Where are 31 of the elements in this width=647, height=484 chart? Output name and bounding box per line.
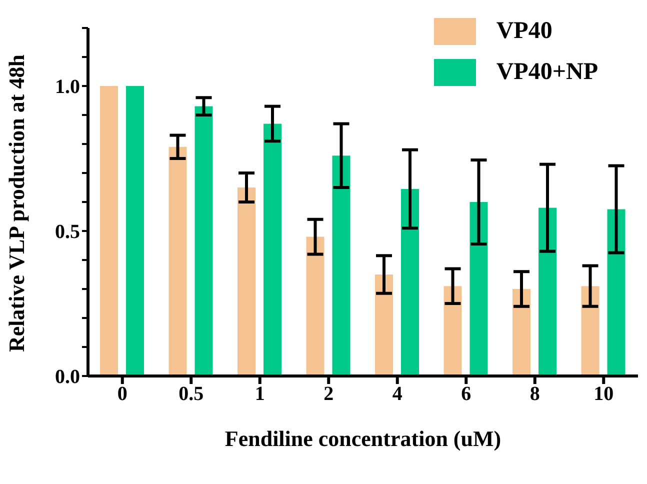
bar [194, 106, 213, 376]
y-tick-label: 0.0 [55, 366, 80, 388]
bar [306, 236, 324, 376]
x-tick-label: 10 [594, 383, 614, 406]
bar [581, 286, 600, 376]
x-tick-label: 0 [117, 383, 128, 406]
x-tick-label: 1 [254, 383, 265, 406]
bar [444, 286, 462, 376]
x-tick-label: 2 [324, 383, 334, 406]
x-tick-label: 6 [461, 383, 472, 406]
bar [126, 86, 144, 376]
bar [538, 208, 556, 376]
bar [401, 188, 419, 376]
bar [332, 156, 350, 376]
x-tick-label: 4 [392, 383, 402, 406]
y-axis-title: Relative VLP production at 48h [4, 54, 29, 352]
legend-label: VP40+NP [496, 59, 598, 86]
bar [264, 124, 282, 376]
bar [470, 202, 488, 376]
legend-label: VP40 [496, 18, 552, 45]
bar [375, 274, 393, 376]
x-tick-label: 0.5 [178, 383, 204, 406]
x-axis-title: Fendiline concentration (uM) [224, 426, 502, 451]
y-tick-label: 0.5 [55, 221, 80, 244]
bar [607, 209, 626, 376]
bar [100, 86, 118, 376]
bar [168, 146, 187, 376]
y-tick-label: 1.0 [55, 76, 80, 98]
x-tick-label: 8 [530, 383, 540, 406]
bar [238, 188, 256, 376]
bar [512, 289, 530, 376]
